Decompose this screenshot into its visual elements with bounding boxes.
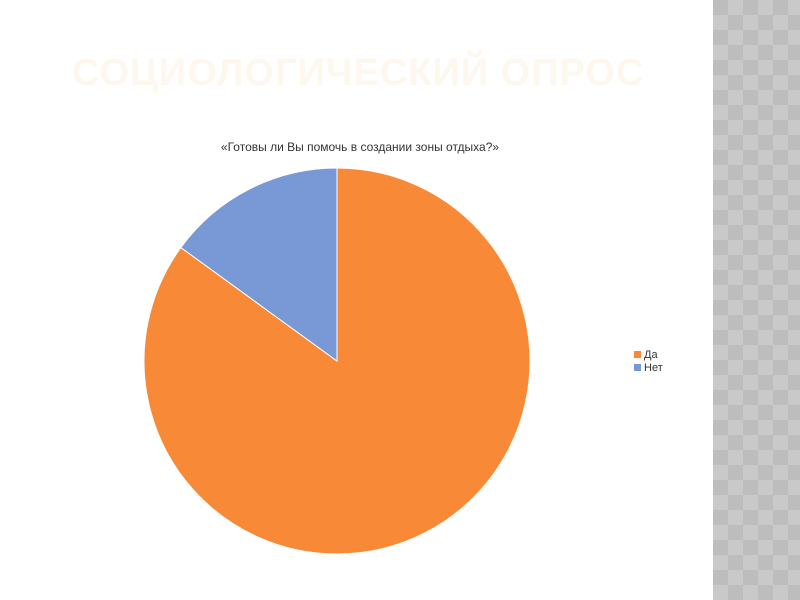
legend-item-yes: Да [634, 348, 663, 361]
slide-title: СОЦИОЛОГИЧЕСКИЙ ОПРОС [72, 52, 645, 94]
legend-swatch [634, 364, 641, 371]
legend-label: Нет [644, 361, 663, 374]
decorative-side-panel [713, 0, 800, 600]
legend-item-no: Нет [634, 361, 663, 374]
pie-chart [143, 167, 531, 555]
legend-swatch [634, 351, 641, 358]
chart-title: «Готовы ли Вы помочь в создании зоны отд… [220, 140, 500, 154]
legend: Да Нет [634, 348, 663, 374]
pie-slice-no [180, 167, 338, 362]
legend-label: Да [644, 348, 658, 361]
